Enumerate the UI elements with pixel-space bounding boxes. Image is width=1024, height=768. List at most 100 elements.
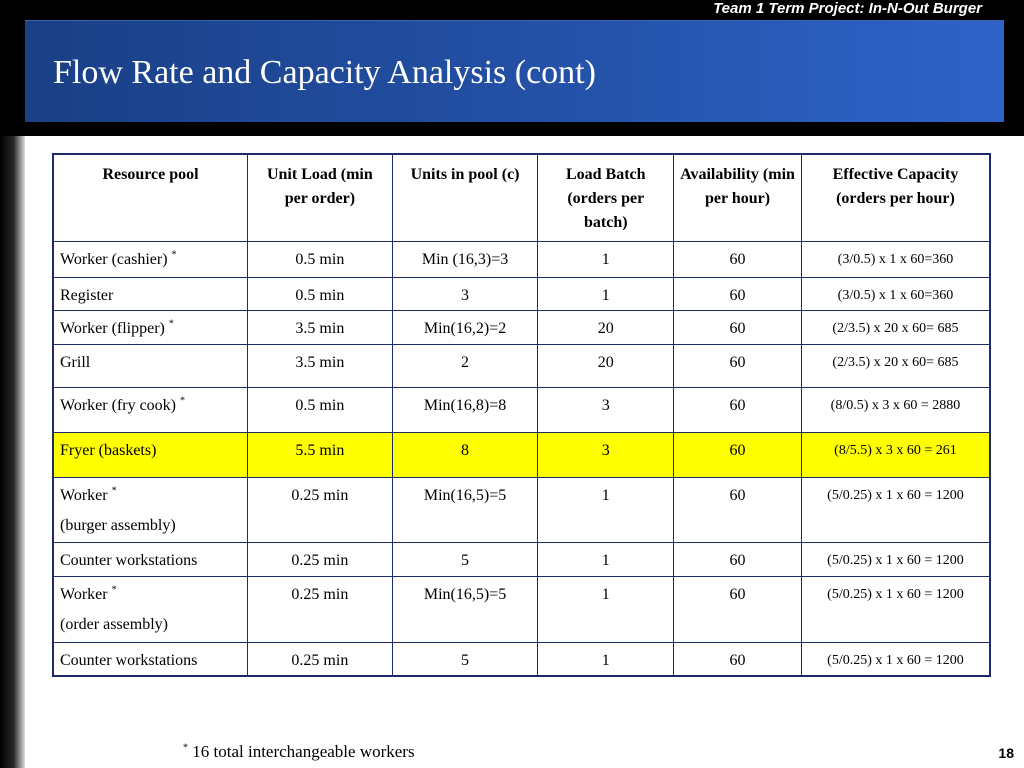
cell-availability: 60	[673, 386, 802, 433]
cell-units-in-pool: 2	[391, 343, 539, 388]
cell-availability: 60	[673, 541, 802, 577]
cell-effective-capacity: (5/0.25) x 1 x 60 = 1200	[800, 641, 991, 677]
cell-effective-capacity: (8/0.5) x 3 x 60 = 2880	[800, 386, 991, 433]
resource-name: Worker (flipper)	[60, 319, 165, 337]
cell-availability: 60	[673, 431, 802, 478]
asterisk-mark: *	[111, 584, 117, 596]
column-header: Availability (min per hour)	[673, 153, 802, 242]
cell-load-batch: 3	[537, 431, 675, 478]
column-header: Load Batch (orders per batch)	[537, 153, 675, 242]
cell-effective-capacity: (3/0.5) x 1 x 60=360	[800, 276, 991, 311]
cell-unit-load: 3.5 min	[247, 343, 393, 388]
cell-units-in-pool: Min(16,5)=5	[391, 476, 539, 543]
cell-load-batch: 3	[537, 386, 675, 433]
cell-units-in-pool: Min (16,3)=3	[391, 240, 539, 278]
column-header: Effective Capacity (orders per hour)	[800, 153, 991, 242]
cell-effective-capacity: (2/3.5) x 20 x 60= 685	[800, 309, 991, 345]
cell-availability: 60	[673, 575, 802, 643]
cell-resource: Worker * (burger assembly)	[52, 476, 249, 543]
cell-units-in-pool: 8	[391, 431, 539, 478]
footnote-mark: *	[183, 742, 188, 754]
cell-units-in-pool: 5	[391, 541, 539, 577]
page-number: 18	[998, 745, 1014, 761]
cell-resource: Worker (fry cook) *	[52, 386, 249, 433]
cell-unit-load: 0.5 min	[247, 240, 393, 278]
column-header: Unit Load (min per order)	[247, 153, 393, 242]
cell-availability: 60	[673, 309, 802, 345]
resource-name: Worker	[60, 486, 108, 504]
cell-effective-capacity: (5/0.25) x 1 x 60 = 1200	[800, 541, 991, 577]
resource-name: Counter workstations	[60, 651, 198, 669]
table-row: Worker (flipper) * 3.5 min Min(16,2)=2 20 60…	[52, 309, 991, 345]
cell-units-in-pool: 3	[391, 276, 539, 311]
table-row: Worker (cashier) * 0.5 min Min (16,3)=3 1 60…	[52, 240, 991, 278]
column-header: Resource pool	[52, 153, 249, 242]
resource-subtitle: (burger assembly)	[60, 516, 176, 534]
table-body: Worker (cashier) * 0.5 min Min (16,3)=3 1 60…	[52, 240, 991, 677]
cell-unit-load: 3.5 min	[247, 309, 393, 345]
cell-effective-capacity: (2/3.5) x 20 x 60= 685	[800, 343, 991, 388]
cell-unit-load: 0.5 min	[247, 276, 393, 311]
resource-subtitle: (order assembly)	[60, 615, 168, 633]
asterisk-mark: *	[168, 318, 174, 330]
footnote-text: 16 total interchangeable workers	[192, 742, 415, 761]
cell-resource: Register	[52, 276, 249, 311]
slide-title: Flow Rate and Capacity Analysis (cont)	[53, 54, 596, 91]
asterisk-mark: *	[111, 485, 117, 497]
table-row: Grill 3.5 min 2 20 60 (2/3.5) x 20 x 60= 685	[52, 343, 991, 388]
cell-availability: 60	[673, 240, 802, 278]
cell-unit-load: 5.5 min	[247, 431, 393, 478]
asterisk-mark: *	[180, 395, 185, 407]
cell-effective-capacity: (5/0.25) x 1 x 60 = 1200	[800, 575, 991, 643]
cell-load-batch: 1	[537, 575, 675, 643]
header-caption: Team 1 Term Project: In-N-Out Burger	[713, 0, 982, 17]
capacity-table: Resource pool Unit Load (min per order) …	[52, 153, 991, 677]
column-header: Units in pool (c)	[391, 153, 539, 242]
cell-resource: Counter workstations	[52, 641, 249, 677]
cell-load-batch: 20	[537, 343, 675, 388]
resource-name: Worker	[60, 585, 108, 603]
cell-units-in-pool: 5	[391, 641, 539, 677]
cell-availability: 60	[673, 343, 802, 388]
resource-name: Grill	[60, 353, 91, 371]
table-row: Worker * (order assembly) 0.25 min Min(16,5…	[52, 575, 991, 643]
cell-availability: 60	[673, 641, 802, 677]
cell-effective-capacity: (8/5.5) x 3 x 60 = 261	[800, 431, 991, 478]
cell-resource: Worker (flipper) *	[52, 309, 249, 345]
cell-availability: 60	[673, 476, 802, 543]
cell-load-batch: 1	[537, 541, 675, 577]
resource-name: Worker (fry cook)	[60, 396, 176, 414]
cell-unit-load: 0.25 min	[247, 641, 393, 677]
cell-unit-load: 0.25 min	[247, 476, 393, 543]
cell-effective-capacity: (5/0.25) x 1 x 60 = 1200	[800, 476, 991, 543]
resource-name: Worker (cashier)	[60, 250, 168, 268]
resource-name: Counter workstations	[60, 551, 198, 569]
table-row: Register 0.5 min 3 1 60 (3/0.5) x 1 x 60=360	[52, 276, 991, 311]
cell-effective-capacity: (3/0.5) x 1 x 60=360	[800, 240, 991, 278]
cell-unit-load: 0.25 min	[247, 575, 393, 643]
table-header-row: Resource pool Unit Load (min per order) …	[52, 153, 991, 242]
cell-resource: Grill	[52, 343, 249, 388]
cell-resource: Worker * (order assembly)	[52, 575, 249, 643]
cell-units-in-pool: Min(16,8)=8	[391, 386, 539, 433]
cell-load-batch: 1	[537, 240, 675, 278]
cell-availability: 60	[673, 276, 802, 311]
cell-load-batch: 1	[537, 641, 675, 677]
table-row: Fryer (baskets) 5.5 min 8 3 60 (8/5.5) x 3 x …	[52, 431, 991, 478]
cell-resource: Counter workstations	[52, 541, 249, 577]
cell-units-in-pool: Min(16,5)=5	[391, 575, 539, 643]
resource-name: Register	[60, 286, 114, 304]
cell-resource: Worker (cashier) *	[52, 240, 249, 278]
cell-units-in-pool: Min(16,2)=2	[391, 309, 539, 345]
cell-load-batch: 20	[537, 309, 675, 345]
table-row: Counter workstations 0.25 min 5 1 60 (5/0.25)…	[52, 541, 991, 577]
cell-load-batch: 1	[537, 476, 675, 543]
resource-name: Fryer (baskets)	[60, 441, 157, 459]
table-row: Worker (fry cook) * 0.5 min Min(16,8)=8 3 60…	[52, 386, 991, 433]
cell-load-batch: 1	[537, 276, 675, 311]
table-row: Counter workstations 0.25 min 5 1 60 (5/0.25)…	[52, 641, 991, 677]
table-row: Worker * (burger assembly) 0.25 min Min(16,…	[52, 476, 991, 543]
title-panel: Flow Rate and Capacity Analysis (cont)	[25, 20, 1004, 122]
cell-resource: Fryer (baskets)	[52, 431, 249, 478]
cell-unit-load: 0.25 min	[247, 541, 393, 577]
